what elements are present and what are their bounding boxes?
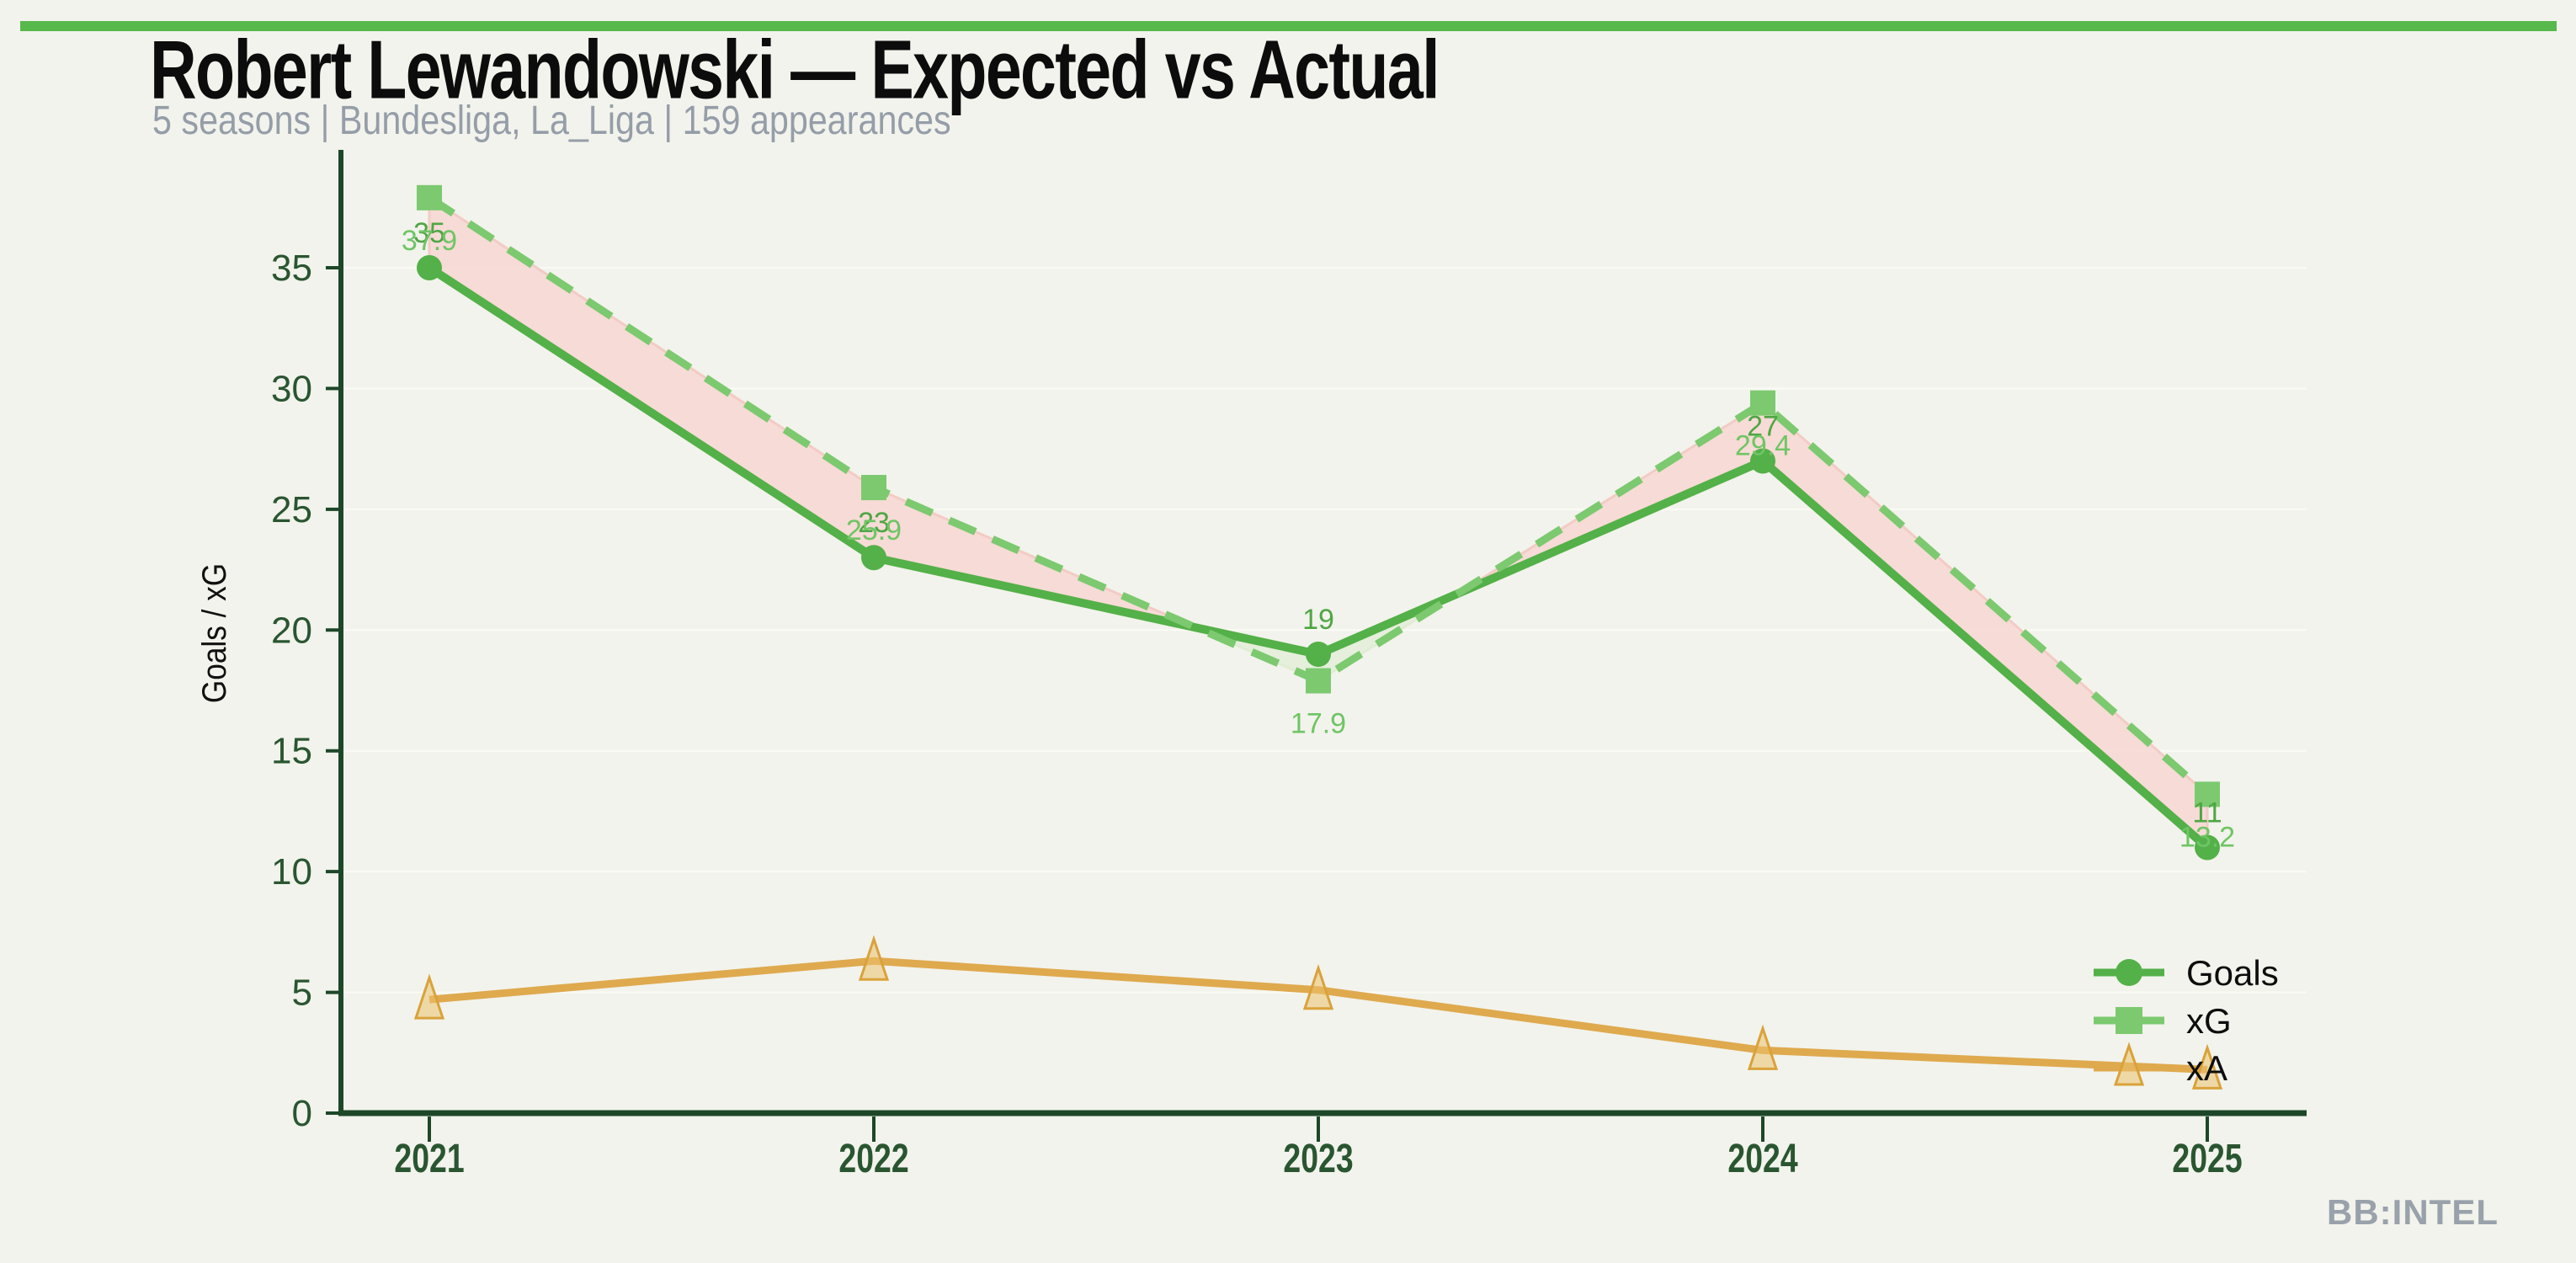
legend-label: xG <box>2186 1001 2232 1041</box>
xg-value-label: 13.2 <box>2179 821 2235 853</box>
x-tick-label-wrap: 2021 <box>394 1137 464 1182</box>
x-tick-label-wrap: 2025 <box>2172 1137 2242 1182</box>
xg-value-label: 25.9 <box>846 514 902 546</box>
y-tick-label: 20 <box>271 610 312 651</box>
y-tick-label: 25 <box>271 489 312 530</box>
x-tick-label-wrap: 2023 <box>1283 1137 1353 1182</box>
goals-marker <box>417 255 442 280</box>
band-xg-above <box>1458 403 2207 848</box>
legend: Goals xG xA <box>2094 953 2279 1088</box>
point-labels: 352319271137.925.917.929.413.2 <box>402 217 2235 853</box>
x-tick-label: 2024 <box>1727 1137 1797 1182</box>
y-axis-title: Goals / xG <box>195 563 233 703</box>
legend-item-xg: xG <box>2094 1001 2232 1041</box>
legend-item-goals: Goals <box>2094 953 2279 993</box>
x-tick-label-wrap: 2022 <box>838 1137 908 1182</box>
xg-marker <box>417 185 442 210</box>
xg-value-label: 29.4 <box>1735 430 1791 462</box>
watermark: BB:INTEL <box>2327 1192 2499 1233</box>
goals-marker <box>1306 642 1331 667</box>
markers <box>416 185 2221 1089</box>
y-tick-label: 35 <box>271 248 312 289</box>
legend-label: Goals <box>2186 953 2279 993</box>
xg-value-label: 37.9 <box>402 225 457 257</box>
legend-label: xA <box>2186 1048 2227 1088</box>
chart-canvas: 352319271137.925.917.929.413.20510152025… <box>0 0 2576 1263</box>
xg-marker <box>1306 669 1331 694</box>
legend-square-marker <box>2116 1007 2142 1034</box>
goals-marker <box>861 545 886 570</box>
page: { "page": { "title": "Robert Lewandowski… <box>0 0 2576 1263</box>
x-tick-label: 2025 <box>2172 1137 2242 1182</box>
x-tick-label-wrap: 2024 <box>1727 1137 1797 1182</box>
y-tick-label: 10 <box>271 851 312 893</box>
legend-item-xa: xA <box>2094 1046 2227 1088</box>
y-tick-label: 0 <box>292 1093 312 1134</box>
x-tick-label: 2022 <box>838 1137 908 1182</box>
x-tick-label: 2021 <box>394 1137 464 1182</box>
y-tick-label: 15 <box>271 731 312 772</box>
band-xg-above <box>429 198 1196 628</box>
xg-marker <box>861 475 886 500</box>
y-tick-label: 30 <box>271 368 312 409</box>
xg-line <box>429 198 2207 795</box>
goals-line <box>429 268 2207 847</box>
y-axis-title-wrap: Goals / xG <box>195 563 233 703</box>
goals-value-label: 19 <box>1302 604 1334 636</box>
xg-value-label: 17.9 <box>1291 708 1346 740</box>
legend-circle-marker <box>2116 959 2142 986</box>
y-tick-label: 5 <box>292 973 312 1014</box>
x-tick-label: 2023 <box>1283 1137 1353 1182</box>
